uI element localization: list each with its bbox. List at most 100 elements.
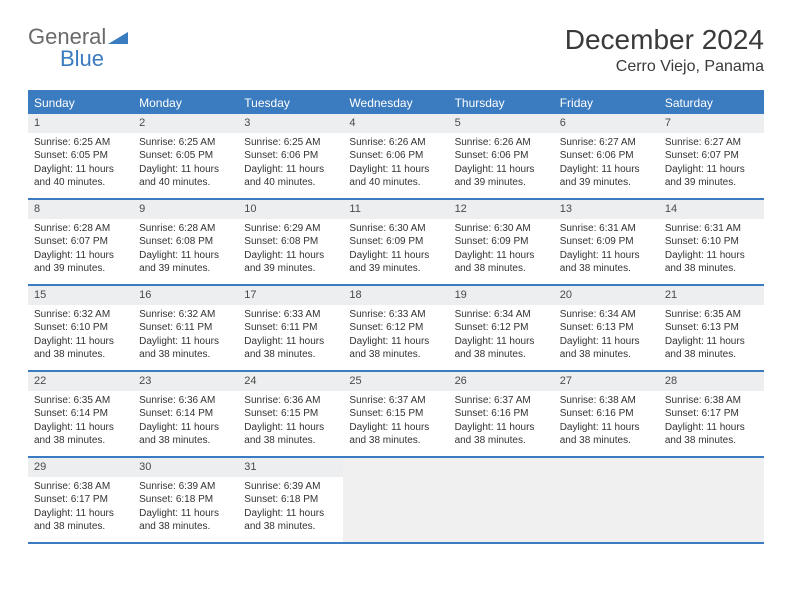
month-title: December 2024 [565,24,764,56]
sunrise-text: Sunrise: 6:28 AM [34,222,127,236]
day-body: Sunrise: 6:25 AMSunset: 6:05 PMDaylight:… [28,133,133,196]
day-cell: 9Sunrise: 6:28 AMSunset: 6:08 PMDaylight… [133,200,238,284]
day-number: 4 [343,114,448,133]
week-row: 29Sunrise: 6:38 AMSunset: 6:17 PMDayligh… [28,458,764,544]
week-row: 1Sunrise: 6:25 AMSunset: 6:05 PMDaylight… [28,114,764,200]
sunrise-text: Sunrise: 6:25 AM [139,136,232,150]
day-body: Sunrise: 6:35 AMSunset: 6:13 PMDaylight:… [659,305,764,368]
day-headers-row: Sunday Monday Tuesday Wednesday Thursday… [28,92,764,114]
daylight-text: Daylight: 11 hours and 40 minutes. [34,163,127,190]
day-cell: 28Sunrise: 6:38 AMSunset: 6:17 PMDayligh… [659,372,764,456]
day-body: Sunrise: 6:33 AMSunset: 6:12 PMDaylight:… [343,305,448,368]
sunrise-text: Sunrise: 6:35 AM [665,308,758,322]
day-cell: 13Sunrise: 6:31 AMSunset: 6:09 PMDayligh… [554,200,659,284]
day-cell: 12Sunrise: 6:30 AMSunset: 6:09 PMDayligh… [449,200,554,284]
daylight-text: Daylight: 11 hours and 39 minutes. [455,163,548,190]
day-cell [659,458,764,542]
day-number: 10 [238,200,343,219]
day-number: 28 [659,372,764,391]
day-header: Wednesday [343,92,448,114]
day-cell: 2Sunrise: 6:25 AMSunset: 6:05 PMDaylight… [133,114,238,198]
sunrise-text: Sunrise: 6:35 AM [34,394,127,408]
sunrise-text: Sunrise: 6:34 AM [560,308,653,322]
daylight-text: Daylight: 11 hours and 38 minutes. [349,335,442,362]
daylight-text: Daylight: 11 hours and 40 minutes. [139,163,232,190]
daylight-text: Daylight: 11 hours and 40 minutes. [244,163,337,190]
day-cell: 17Sunrise: 6:33 AMSunset: 6:11 PMDayligh… [238,286,343,370]
daylight-text: Daylight: 11 hours and 40 minutes. [349,163,442,190]
sunset-text: Sunset: 6:11 PM [244,321,337,335]
day-body: Sunrise: 6:30 AMSunset: 6:09 PMDaylight:… [449,219,554,282]
day-number: 5 [449,114,554,133]
sunset-text: Sunset: 6:12 PM [455,321,548,335]
day-body: Sunrise: 6:38 AMSunset: 6:17 PMDaylight:… [28,477,133,540]
week-row: 8Sunrise: 6:28 AMSunset: 6:07 PMDaylight… [28,200,764,286]
daylight-text: Daylight: 11 hours and 38 minutes. [665,421,758,448]
sunrise-text: Sunrise: 6:25 AM [244,136,337,150]
day-number: 29 [28,458,133,477]
day-body: Sunrise: 6:28 AMSunset: 6:08 PMDaylight:… [133,219,238,282]
sunrise-text: Sunrise: 6:37 AM [455,394,548,408]
sunset-text: Sunset: 6:16 PM [560,407,653,421]
sunrise-text: Sunrise: 6:29 AM [244,222,337,236]
daylight-text: Daylight: 11 hours and 38 minutes. [34,421,127,448]
day-number: 27 [554,372,659,391]
sunset-text: Sunset: 6:17 PM [665,407,758,421]
sunrise-text: Sunrise: 6:32 AM [34,308,127,322]
daylight-text: Daylight: 11 hours and 39 minutes. [244,249,337,276]
sunrise-text: Sunrise: 6:31 AM [665,222,758,236]
day-body: Sunrise: 6:39 AMSunset: 6:18 PMDaylight:… [238,477,343,540]
sunrise-text: Sunrise: 6:38 AM [665,394,758,408]
day-cell: 18Sunrise: 6:33 AMSunset: 6:12 PMDayligh… [343,286,448,370]
day-cell [449,458,554,542]
sunrise-text: Sunrise: 6:36 AM [244,394,337,408]
sunset-text: Sunset: 6:11 PM [139,321,232,335]
day-body: Sunrise: 6:32 AMSunset: 6:11 PMDaylight:… [133,305,238,368]
day-body: Sunrise: 6:33 AMSunset: 6:11 PMDaylight:… [238,305,343,368]
day-number: 3 [238,114,343,133]
day-body: Sunrise: 6:27 AMSunset: 6:07 PMDaylight:… [659,133,764,196]
sunrise-text: Sunrise: 6:27 AM [665,136,758,150]
sunrise-text: Sunrise: 6:28 AM [139,222,232,236]
day-number: 8 [28,200,133,219]
week-row: 22Sunrise: 6:35 AMSunset: 6:14 PMDayligh… [28,372,764,458]
day-cell: 3Sunrise: 6:25 AMSunset: 6:06 PMDaylight… [238,114,343,198]
day-body: Sunrise: 6:28 AMSunset: 6:07 PMDaylight:… [28,219,133,282]
sunset-text: Sunset: 6:14 PM [34,407,127,421]
daylight-text: Daylight: 11 hours and 38 minutes. [34,507,127,534]
day-number: 12 [449,200,554,219]
daylight-text: Daylight: 11 hours and 38 minutes. [139,421,232,448]
sunset-text: Sunset: 6:17 PM [34,493,127,507]
week-row: 15Sunrise: 6:32 AMSunset: 6:10 PMDayligh… [28,286,764,372]
day-number: 1 [28,114,133,133]
sunrise-text: Sunrise: 6:27 AM [560,136,653,150]
day-header: Sunday [28,92,133,114]
sunset-text: Sunset: 6:12 PM [349,321,442,335]
day-body: Sunrise: 6:37 AMSunset: 6:15 PMDaylight:… [343,391,448,454]
day-number: 17 [238,286,343,305]
sunset-text: Sunset: 6:06 PM [455,149,548,163]
sunset-text: Sunset: 6:18 PM [139,493,232,507]
sunrise-text: Sunrise: 6:30 AM [455,222,548,236]
day-number: 13 [554,200,659,219]
sunrise-text: Sunrise: 6:38 AM [560,394,653,408]
day-number: 9 [133,200,238,219]
day-number: 24 [238,372,343,391]
day-number: 16 [133,286,238,305]
day-number: 31 [238,458,343,477]
day-cell: 25Sunrise: 6:37 AMSunset: 6:15 PMDayligh… [343,372,448,456]
day-body: Sunrise: 6:32 AMSunset: 6:10 PMDaylight:… [28,305,133,368]
daylight-text: Daylight: 11 hours and 39 minutes. [34,249,127,276]
sunset-text: Sunset: 6:14 PM [139,407,232,421]
day-body: Sunrise: 6:25 AMSunset: 6:06 PMDaylight:… [238,133,343,196]
day-number: 6 [554,114,659,133]
day-number: 23 [133,372,238,391]
day-cell: 22Sunrise: 6:35 AMSunset: 6:14 PMDayligh… [28,372,133,456]
day-number: 11 [343,200,448,219]
day-cell: 10Sunrise: 6:29 AMSunset: 6:08 PMDayligh… [238,200,343,284]
daylight-text: Daylight: 11 hours and 38 minutes. [560,335,653,362]
sunset-text: Sunset: 6:07 PM [34,235,127,249]
day-body: Sunrise: 6:38 AMSunset: 6:17 PMDaylight:… [659,391,764,454]
daylight-text: Daylight: 11 hours and 38 minutes. [349,421,442,448]
daylight-text: Daylight: 11 hours and 38 minutes. [244,421,337,448]
